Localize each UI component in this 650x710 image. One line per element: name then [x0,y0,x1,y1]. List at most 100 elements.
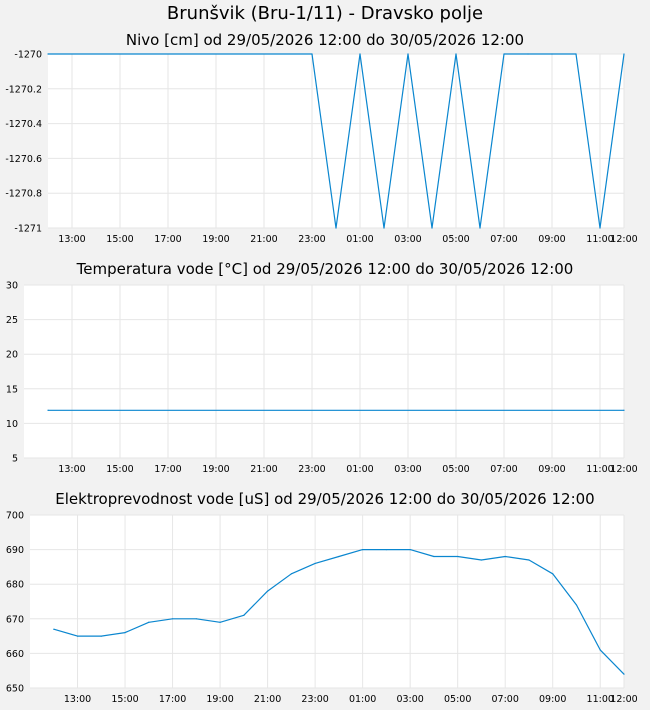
x-tick-label: 09:00 [538,234,565,245]
data-point [504,555,506,558]
x-tick-label: 23:00 [298,464,325,475]
data-point [47,53,49,55]
x-tick-label: 23:00 [301,694,328,705]
data-point [528,559,530,561]
x-tick-label: 19:00 [202,464,229,475]
data-point [480,559,483,561]
x-tick-label: 09:00 [538,464,565,475]
data-point [623,409,625,411]
x-tick-label: 17:00 [154,464,181,475]
data-point [219,621,221,623]
chart-title-nivo: Nivo [cm] od 29/05/2026 12:00 do 30/05/2… [125,31,525,49]
data-point [362,549,364,551]
x-tick-label: 19:00 [206,694,233,705]
x-tick-label: 03:00 [396,694,423,705]
data-point [599,649,601,651]
x-tick-label: 17:00 [154,234,181,245]
chart-temperatura: 5 10 15 20 25 30 13:00 15:00 17:00 19:00 21:00 23:0… [6,281,638,476]
y-tick-label: 700 [6,511,24,522]
data-point [385,549,387,551]
data-point [267,590,269,592]
page-title: Brunšvik (Bru-1/11) - Dravsko polje [166,3,484,24]
x-tick-label: 12:00 [610,694,637,705]
data-point [100,635,102,637]
data-point [171,618,174,620]
x-tick-label: 05:00 [442,464,469,475]
x-tick-label: 13:00 [58,464,85,475]
y-tick-label: 5 [12,454,18,465]
x-tick-label: 11:00 [586,464,613,475]
x-tick-label: 12:00 [610,464,637,475]
x-tick-label: 03:00 [394,234,421,245]
data-point [575,604,578,606]
y-tick-label: -1270.6 [5,154,42,165]
y-tick-label: 670 [6,614,24,625]
y-tick-label: 10 [6,419,18,430]
data-point [503,53,505,55]
data-point [599,227,601,229]
data-point [551,53,553,55]
x-tick-label: 07:00 [490,234,517,245]
x-tick-label: 15:00 [111,694,138,705]
data-point [552,573,554,575]
chart-nivo: -1270 -1270.2 -1270.4 -1270.6 -1270.8 -1271 13… [5,50,637,246]
x-tick-label: 05:00 [444,694,471,705]
data-point [290,573,292,575]
x-tick-label: 03:00 [394,464,421,475]
plot-area [30,515,624,688]
y-tick-label: -1270.2 [5,84,42,95]
data-point [527,53,529,55]
data-point [457,555,459,558]
y-tick-label: -1271 [14,224,42,235]
y-tick-label: 680 [6,580,24,591]
y-tick-label: 660 [6,649,24,660]
x-tick-label: 09:00 [539,694,566,705]
x-tick-label: 15:00 [106,234,133,245]
data-point [311,53,313,55]
data-point [195,618,197,620]
x-tick-label: 07:00 [490,464,517,475]
x-tick-label: 17:00 [159,694,186,705]
x-tick-label: 23:00 [298,234,325,245]
y-tick-label: 650 [6,684,24,695]
x-tick-label: 11:00 [586,234,613,245]
data-point [47,409,49,411]
data-point [623,673,625,675]
data-point [76,635,79,637]
chart-title-elektroprevodnost: Elektroprevodnost vode [uS] od 29/05/202… [55,490,595,508]
x-tick-label: 13:00 [58,234,85,245]
data-point [575,53,577,55]
data-point [148,621,150,623]
data-point [409,549,411,551]
data-point [431,227,433,229]
y-tick-label: 20 [6,350,18,361]
x-tick-label: 21:00 [254,694,281,705]
x-tick-label: 13:00 [64,694,91,705]
data-point [124,632,126,634]
y-tick-label: -1270 [14,50,42,61]
data-point [359,53,361,55]
y-tick-label: 15 [6,384,18,395]
data-point [338,555,340,558]
y-tick-label: -1270.4 [5,119,42,130]
x-tick-label: 19:00 [202,234,229,245]
plot-area [48,54,624,228]
data-point [623,53,625,55]
x-tick-label: 07:00 [492,694,519,705]
data-point [479,227,481,229]
data-point [314,562,316,565]
data-point [433,555,435,558]
x-tick-label: 11:00 [587,694,614,705]
chart-title-temperatura: Temperatura vode [°C] od 29/05/2026 12:0… [76,260,574,278]
data-point [53,628,55,630]
data-point [335,227,337,229]
x-tick-label: 01:00 [349,694,376,705]
x-tick-label: 15:00 [106,464,133,475]
plot-area [24,285,624,458]
data-point [383,227,385,229]
x-tick-label: 21:00 [250,234,277,245]
x-tick-label: 01:00 [346,234,373,245]
x-tick-label: 05:00 [442,234,469,245]
data-point [455,53,457,55]
